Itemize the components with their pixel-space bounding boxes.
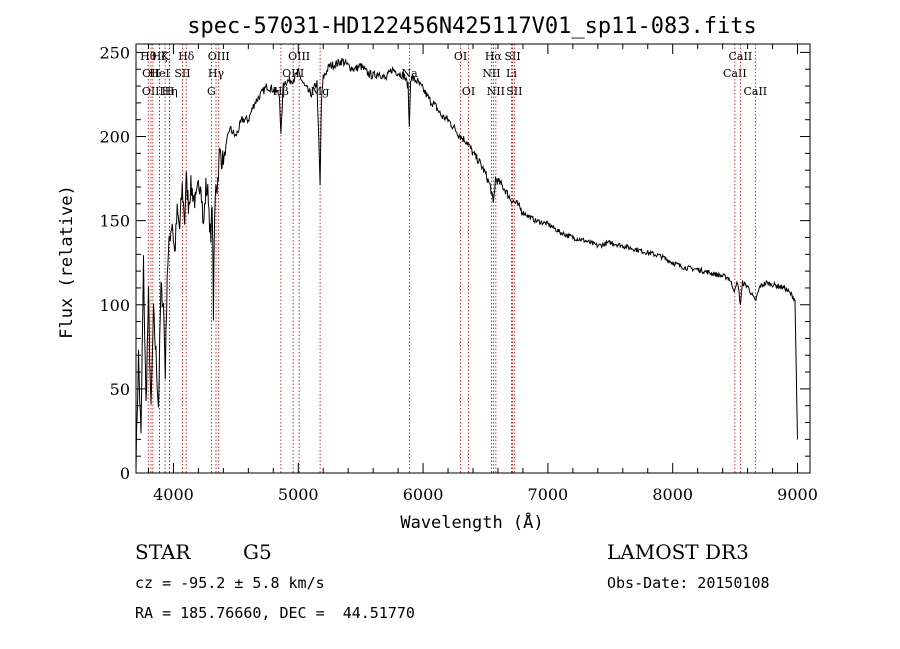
y-tick-label-50: 50 (110, 380, 130, 399)
y-tick-label-200: 200 (99, 128, 130, 147)
survey-name: LAMOST DR3 (607, 540, 749, 564)
spectral-line-label-11: Hγ (208, 67, 225, 80)
x-tick-label-7000: 7000 (528, 485, 569, 504)
spectral-line-label-8: SII (174, 67, 190, 80)
spectral-lines-layer: HθOIIOIIIHζHeIKHηHSIIHδGHγOIIIHβOIIIOIII… (140, 44, 767, 473)
spectral-line-label-21: Hα (485, 50, 503, 63)
spectrum-line (135, 58, 798, 474)
y-axis-label: Flux (relative) (57, 185, 77, 339)
x-tick-label-5000: 5000 (278, 485, 319, 504)
spectral-line-label-9: Hδ (178, 50, 195, 63)
spectral-line-label-15: OIII (288, 50, 310, 63)
spectral-line-label-12: OIII (208, 50, 230, 63)
spectral-line-label-7: H (165, 85, 175, 98)
spectral-line-label-0: Hθ (140, 50, 157, 63)
spectral-line-label-19: OI (462, 85, 475, 98)
spectral-line-label-20: NII (482, 67, 500, 80)
spectral-line-label-3: Hζ (152, 50, 168, 63)
spectral-line-label-24: SII (504, 50, 520, 63)
chart-title: spec-57031-HD122456N425117V01_sp11-083.f… (187, 14, 757, 39)
y-tick-label-150: 150 (99, 212, 130, 231)
x-tick-label-4000: 4000 (153, 485, 194, 504)
spectral-line-label-10: G (207, 85, 216, 98)
x-axis-label: Wavelength (Å) (400, 511, 543, 533)
spectral-line-label-4: HeI (149, 67, 169, 80)
coordinates: RA = 185.76660, DEC = 44.51770 (135, 604, 415, 622)
redshift-velocity: cz = -95.2 ± 5.8 km/s (135, 574, 325, 592)
spectral-line-label-5: K (161, 50, 170, 63)
x-tick-label-8000: 8000 (652, 485, 693, 504)
spectral-line-label-27: CaII (729, 50, 753, 63)
spectral-line-label-1: OII (142, 67, 160, 80)
spectral-line-label-6: Hη (162, 85, 178, 98)
spectral-line-label-2: OIII (142, 85, 164, 98)
spectrum-data-layer (135, 58, 798, 474)
spectral-line-label-18: OI (454, 50, 467, 63)
spectral-line-label-25: SII (506, 85, 522, 98)
axis-ticks-layer: 4000 5000 6000 7000 8000 9000 0 50 100 150 200 250 (99, 43, 817, 504)
subclass: G5 (243, 540, 272, 564)
y-tick-label-0: 0 (120, 464, 130, 483)
spectral-line-label-22: NII (487, 85, 505, 98)
y-tick-label-250: 250 (99, 43, 130, 62)
spectral-line-label-23: Li (506, 67, 517, 80)
y-tick-label-100: 100 (99, 296, 130, 315)
spectral-line-label-28: CaII (743, 85, 767, 98)
plot-frame (135, 43, 811, 474)
spectral-line-label-13: Hβ (273, 85, 289, 98)
observation-date: Obs-Date: 20150108 (607, 574, 770, 592)
x-tick-label-6000: 6000 (403, 485, 444, 504)
object-class: STAR (135, 540, 191, 564)
x-tick-label-9000: 9000 (777, 485, 818, 504)
spectral-line-label-26: CaII (723, 67, 747, 80)
